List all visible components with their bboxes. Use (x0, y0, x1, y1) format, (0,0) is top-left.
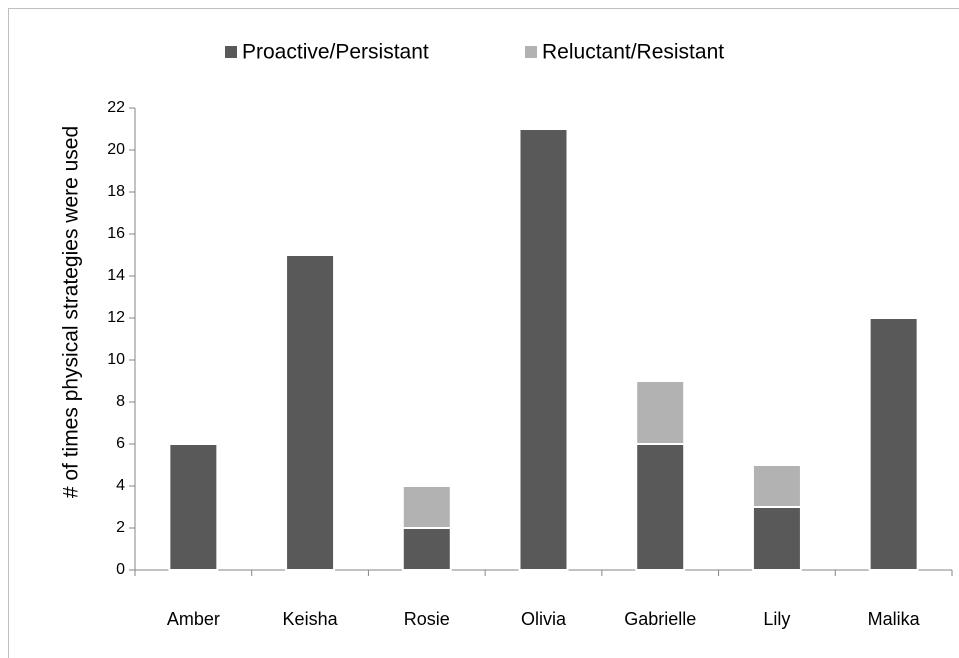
x-tick-label: Keisha (283, 609, 339, 629)
x-tick-label: Gabrielle (624, 609, 696, 629)
x-tick-label: Rosie (404, 609, 450, 629)
bar-segment (401, 527, 452, 571)
y-tick-label: 14 (107, 267, 125, 284)
legend-swatch (525, 46, 537, 58)
legend-label: Proactive/Persistant (242, 41, 429, 64)
bar-segment (635, 380, 686, 445)
y-tick-label: 8 (116, 393, 125, 410)
x-tick-label: Amber (167, 609, 220, 629)
chart-frame (8, 8, 959, 658)
bar-segment (751, 464, 802, 508)
bar-segment (751, 506, 802, 571)
bar-segment (168, 443, 219, 571)
bar-segment (518, 128, 569, 571)
y-tick-label: 18 (107, 183, 125, 200)
y-tick-label: 2 (116, 519, 125, 536)
y-tick-label: 22 (107, 99, 125, 116)
y-axis-label: # of times physical strategies were used (60, 126, 83, 498)
y-tick-label: 20 (107, 141, 125, 158)
bar-segment (635, 443, 686, 571)
x-tick-label: Malika (868, 609, 921, 629)
bar-segment (401, 485, 452, 529)
bar-segment (285, 254, 336, 571)
y-tick-label: 0 (116, 561, 125, 578)
y-tick-label: 4 (116, 477, 125, 494)
y-tick-label: 16 (107, 225, 125, 242)
bar-segment (868, 317, 919, 571)
legend-label: Reluctant/Resistant (542, 41, 724, 64)
y-tick-label: 12 (107, 309, 125, 326)
x-tick-label: Olivia (521, 609, 567, 629)
x-tick-label: Lily (763, 609, 790, 629)
y-tick-label: 10 (107, 351, 125, 368)
legend-swatch (225, 46, 237, 58)
y-tick-label: 6 (116, 435, 125, 452)
